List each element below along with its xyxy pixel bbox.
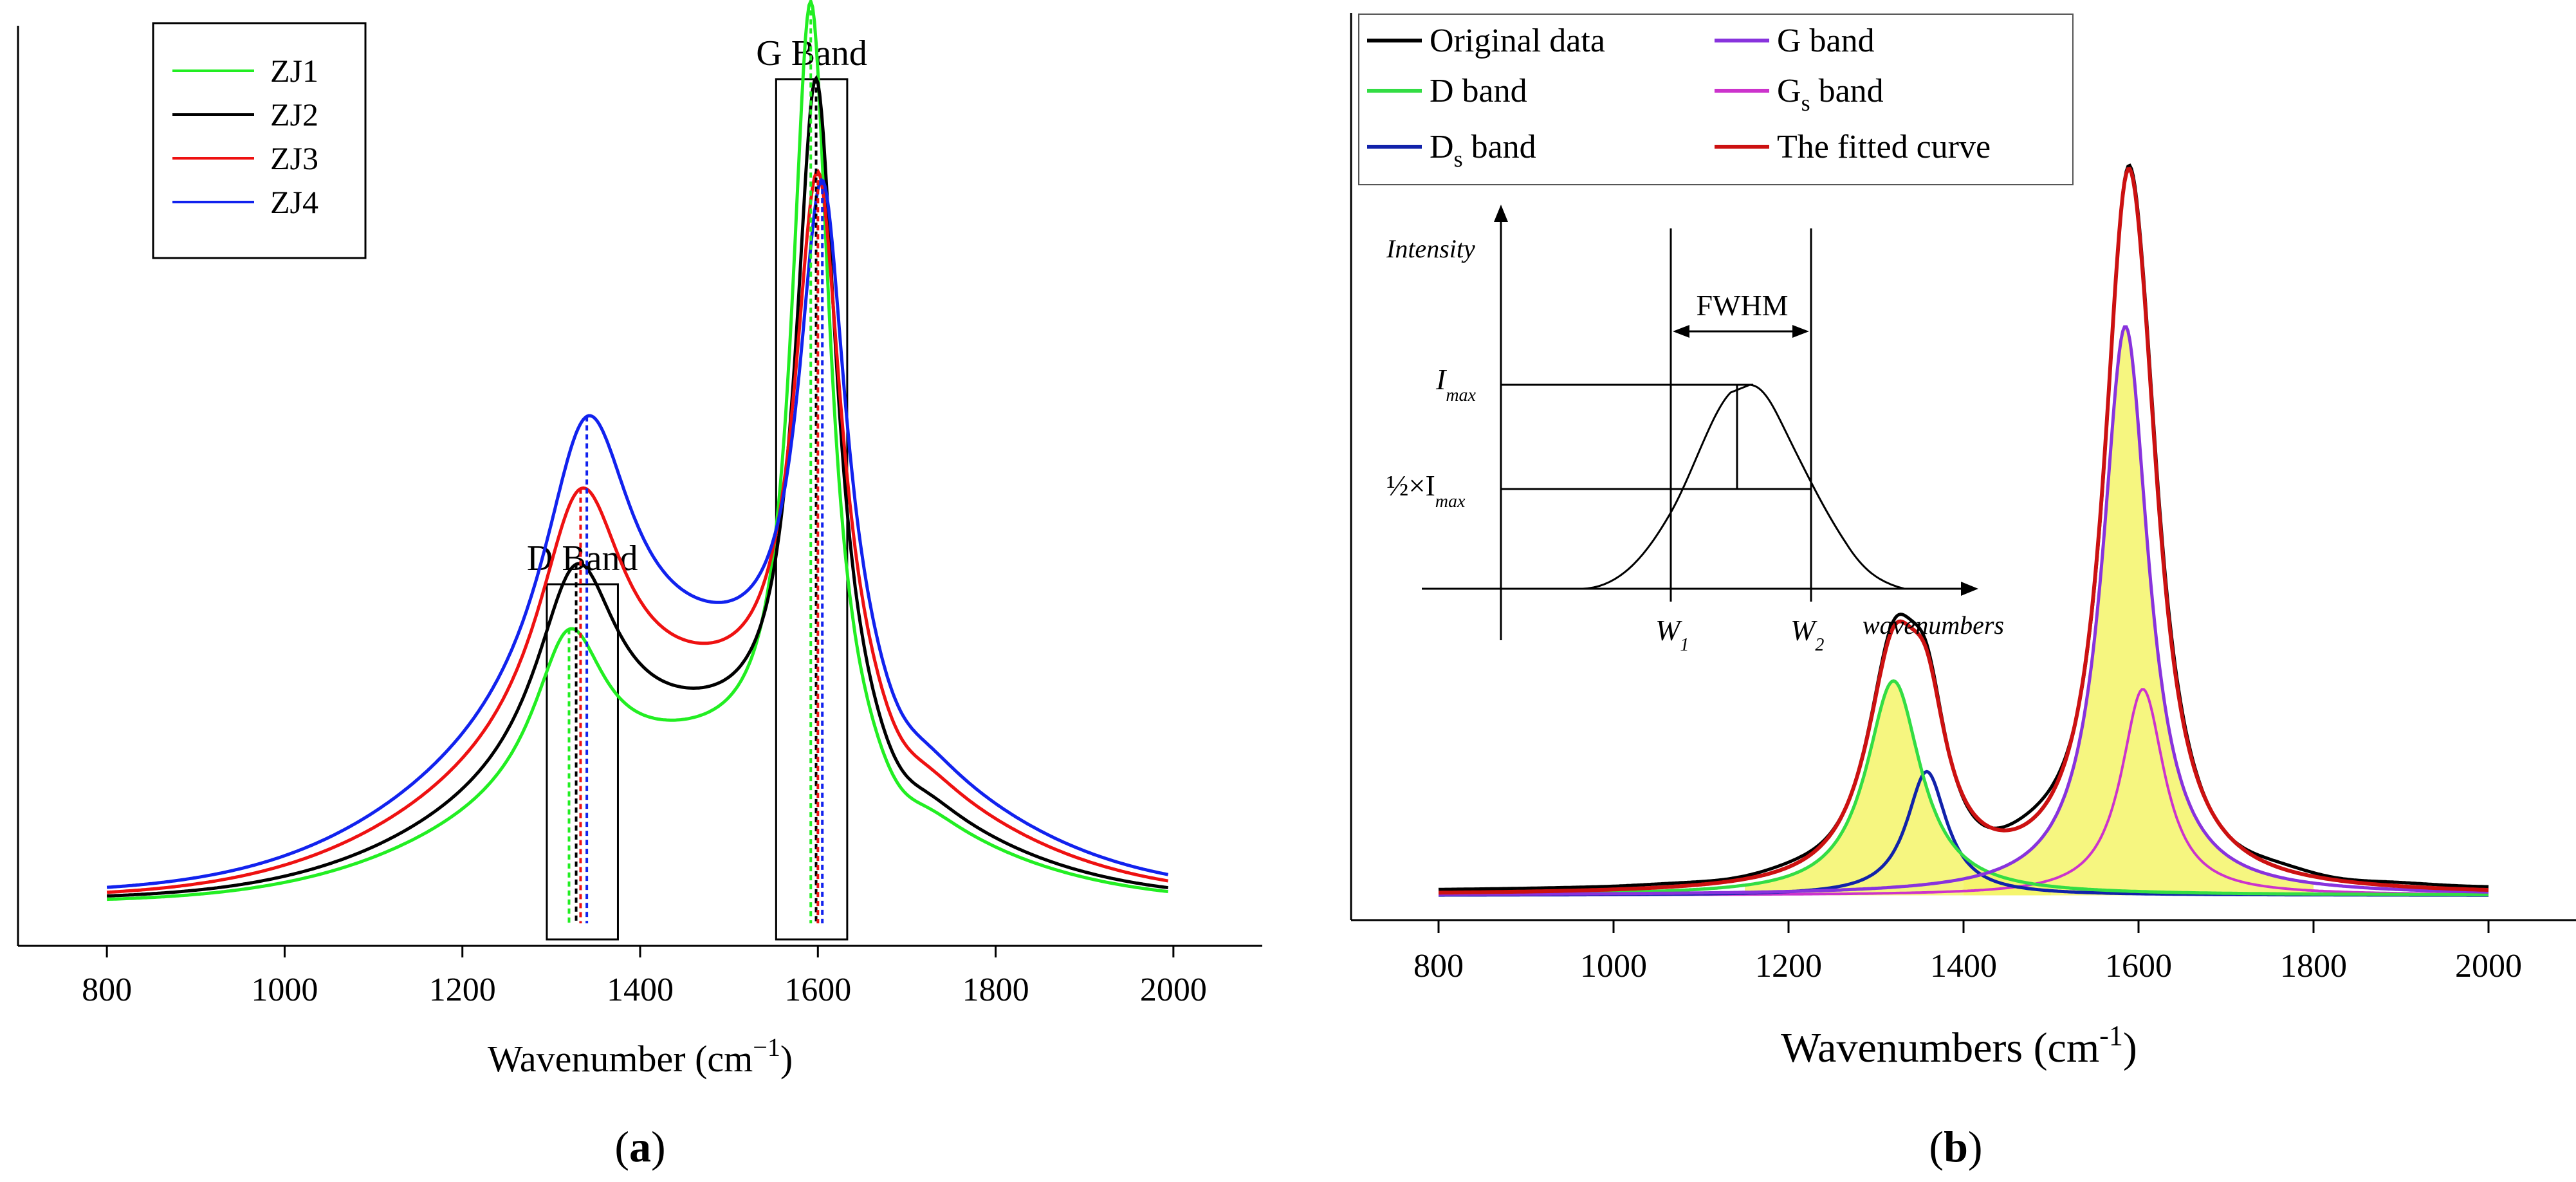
svg-text:Ds band: Ds band (1430, 129, 1536, 172)
panel-a-label: (a) (614, 1122, 665, 1171)
panel-b-x-axis-title: Wavenumbers (cm-1) (1781, 1020, 2137, 1071)
series-line-g-band (1439, 325, 2489, 896)
legend-entry-g-band: G band (1715, 23, 1875, 59)
inset-w1-label: W1 (1655, 614, 1689, 655)
legend-label-zj1: ZJ1 (270, 53, 318, 89)
inset-fwhm-arrowhead-left (1673, 325, 1689, 338)
inset-fwhm-arrowhead-right (1792, 325, 1809, 338)
legend-label-zj2: ZJ2 (270, 97, 318, 133)
legend-label-zj3: ZJ3 (270, 140, 318, 176)
series-line-zj1 (107, 0, 1168, 901)
inset-w2-label: W2 (1790, 614, 1824, 655)
legend-label-zj4: ZJ4 (270, 184, 318, 220)
inset-fwhm-label: FWHM (1696, 289, 1788, 322)
svg-text:Original data: Original data (1430, 23, 1605, 59)
series-line-zj3 (106, 169, 1169, 894)
panel-b-tick-label-1600: 1600 (2105, 948, 2172, 984)
panel-a-legend: ZJ1 ZJ2 ZJ3 ZJ4 (152, 22, 367, 259)
inset-y-arrow (1494, 205, 1508, 222)
legend-entry-gs-band: Gs band (1715, 73, 1884, 116)
inset-x-arrow (1961, 582, 1978, 596)
panel-a-x-axis-title: Wavenumber (cm−1) (488, 1033, 793, 1080)
series-line-fitted-curve (1439, 167, 2489, 895)
series-line-zj4 (106, 178, 1169, 889)
panel-a-tick-label-1000: 1000 (251, 972, 318, 1008)
panel-a-series (106, 0, 1169, 923)
panel-b-legend-box (1358, 14, 2074, 185)
panel-b-chart: 800 1000 1200 1400 1600 1800 2000 Original dat… (1350, 13, 2576, 1171)
panel-b-series (1438, 163, 2489, 897)
panel-b-tick-label-1400: 1400 (1930, 948, 1997, 984)
g-band-fill (1964, 327, 2314, 896)
inset-intensity-label: Intensity (1386, 234, 1475, 263)
panel-a-legend-box (152, 22, 367, 259)
panel-b-tick-label-800: 800 (1413, 948, 1464, 984)
panel-b-fills (1745, 327, 2314, 896)
svg-text:D band: D band (1430, 73, 1527, 109)
inset-imax-label: Imax (1435, 363, 1477, 405)
svg-text:G band: G band (1777, 23, 1875, 59)
panel-b-tick-label-1800: 1800 (2280, 948, 2347, 984)
d-band-fill (1745, 681, 2051, 896)
band-box-d (546, 583, 619, 941)
panel-b-legend: Original data G band D band Gs band Ds b… (1358, 14, 2074, 185)
panel-b-tick-label-2000: 2000 (2455, 948, 2522, 984)
inset-wavenumbers-label: wavenumbers (1863, 611, 2004, 640)
legend-entry-ds-band: Ds band (1367, 129, 1536, 172)
panel-b-x-ticks: 800 1000 1200 1400 1600 1800 2000 (1413, 920, 2522, 984)
legend-entry-original: Original data (1367, 23, 1605, 59)
legend-entry-d-band: D band (1367, 73, 1527, 109)
panel-a-tick-label-1200: 1200 (429, 972, 496, 1008)
panel-a-tick-label-2000: 2000 (1140, 972, 1207, 1008)
legend-entry-fitted-curve: The fitted curve (1715, 129, 1991, 165)
fwhm-inset-diagram: Intensity FWHM Imax ½×Imax W1 W2 wavenum… (1386, 205, 2004, 655)
panel-a-tick-label-1400: 1400 (607, 972, 674, 1008)
panel-a-x-ticks: 800 1000 1200 1400 1600 1800 2000 (82, 946, 1207, 1008)
panel-b-tick-label-1000: 1000 (1580, 948, 1647, 984)
panel-a-tick-label-1600: 1600 (784, 972, 851, 1008)
panel-a-tick-label-800: 800 (82, 972, 132, 1008)
panel-b-tick-label-1200: 1200 (1755, 948, 1822, 984)
svg-text:Gs band: Gs band (1777, 73, 1884, 116)
inset-peak-curve (1582, 383, 1905, 590)
series-line-zj2 (107, 75, 1168, 898)
panel-b-label: (b) (1929, 1122, 1982, 1171)
svg-text:The fitted curve: The fitted curve (1777, 129, 1991, 165)
panel-a-tick-label-1800: 1800 (962, 972, 1029, 1008)
inset-half-imax-label: ½×Imax (1386, 469, 1466, 512)
